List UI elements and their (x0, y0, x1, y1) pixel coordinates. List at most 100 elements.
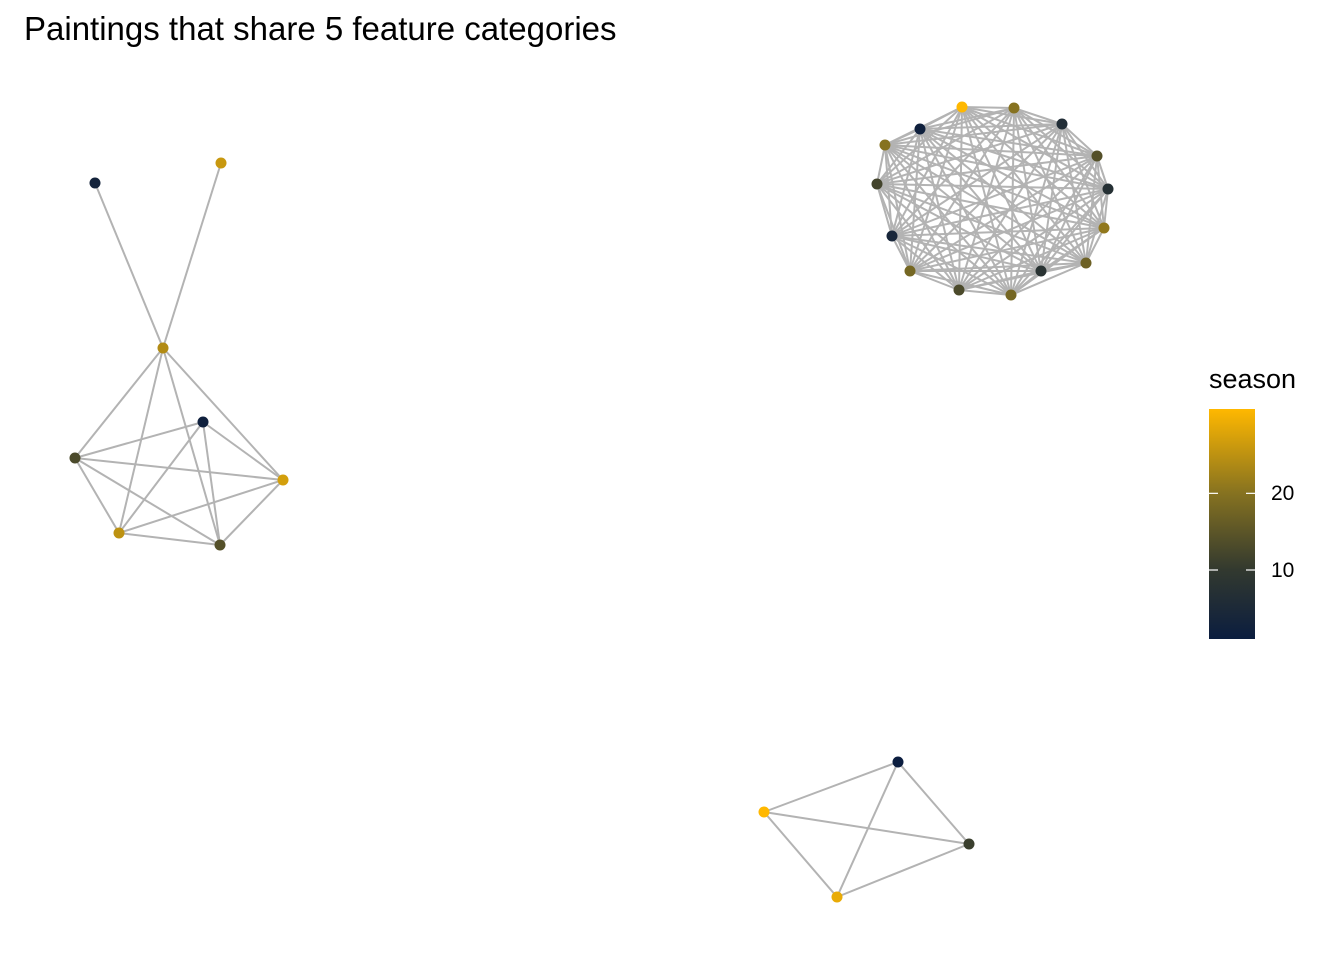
edge-layer (74, 106, 1109, 898)
graph-node (871, 178, 883, 190)
graph-node (1102, 183, 1114, 195)
plot-title: Paintings that share 5 feature categorie… (24, 10, 617, 47)
graph-edge (1013, 107, 1109, 190)
graph-edge (1061, 123, 1105, 229)
graph-edge (876, 183, 911, 272)
graph-node (904, 265, 916, 277)
graph-edge (891, 235, 1087, 264)
graph-edge (763, 811, 838, 898)
graph-edge (118, 421, 204, 534)
graph-edge (162, 347, 221, 546)
legend-title: season (1209, 364, 1297, 394)
graph-edge (1096, 155, 1109, 190)
graph-edge (958, 227, 1105, 291)
graph-edge (1103, 188, 1109, 229)
graph-edge (909, 188, 1109, 272)
graph-edge (958, 123, 1063, 291)
graph-edge (876, 183, 960, 291)
graph-edge (891, 188, 1109, 237)
graph-node (831, 891, 843, 903)
graph-node (1098, 222, 1110, 234)
graph-edge (919, 128, 1109, 190)
graph-edge (958, 188, 1109, 291)
graph-node (197, 416, 209, 428)
graph-edge (162, 162, 222, 349)
graph-node (886, 230, 898, 242)
graph-edge (909, 227, 1105, 272)
graph-edge (74, 457, 120, 534)
graph-edge (162, 347, 284, 481)
graph-node (963, 838, 975, 850)
graph-edge (118, 532, 221, 546)
graph-node (914, 123, 926, 135)
graph-edge (876, 155, 1098, 185)
legend-colorbar (1209, 409, 1255, 639)
graph-edge (884, 128, 921, 146)
graph-edge (1013, 107, 1098, 157)
graph-edge (836, 843, 970, 898)
graph-edge (876, 183, 1105, 229)
graph-node (1056, 118, 1068, 130)
graph-edge (876, 183, 1109, 190)
graph-node (69, 452, 81, 464)
graph-node (215, 157, 227, 169)
graph-edge (876, 123, 1063, 185)
graph-edge (202, 421, 221, 546)
graph-edge (909, 262, 1087, 272)
graph-edge (763, 811, 970, 845)
graph-edge (202, 421, 284, 481)
graph-edge (74, 421, 204, 459)
graph-node (1035, 265, 1047, 277)
graph-node (1080, 257, 1092, 269)
graph-edge (891, 235, 911, 272)
legend-tick-label: 10 (1271, 559, 1295, 582)
graph-edge (884, 144, 960, 291)
graph-edge (884, 123, 1063, 146)
graph-edge (1010, 270, 1042, 296)
graph-node (758, 806, 770, 818)
graph-edge (1013, 107, 1063, 125)
graph-edge (884, 107, 1015, 146)
graph-edge (891, 227, 1105, 237)
graph-edge (1010, 188, 1109, 296)
graph-node (1005, 289, 1017, 301)
node-layer (69, 101, 1114, 903)
graph-edge (1061, 123, 1098, 157)
graph-node (1091, 150, 1103, 162)
graph-edge (884, 144, 1087, 264)
graph-edge (909, 155, 1098, 272)
graph-edge (1010, 262, 1087, 296)
graph-edge (909, 270, 960, 291)
graph-node (879, 139, 891, 151)
graph-edge (1085, 188, 1109, 264)
graph-edge (909, 128, 921, 272)
graph-edge (1061, 123, 1109, 190)
graph-edge (876, 183, 1042, 272)
graph-edge (1085, 227, 1105, 264)
graph-edge (74, 457, 221, 546)
graph-edge (958, 270, 1042, 291)
graph-edge (763, 761, 899, 813)
graph-edge (836, 761, 899, 898)
graph-edge (74, 347, 164, 459)
graph-node (157, 342, 169, 354)
graph-node (953, 284, 965, 296)
graph-edge (919, 128, 1087, 264)
graph-edge (909, 270, 1012, 296)
graph-node (1008, 102, 1020, 114)
graph-edge (876, 144, 886, 185)
legend-tick-label: 20 (1271, 482, 1295, 506)
graph-node (956, 101, 968, 113)
graph-edge (74, 457, 284, 481)
graph-edge (118, 347, 164, 534)
graph-node (214, 539, 226, 551)
graph-node (892, 756, 904, 768)
graph-edge (891, 235, 1012, 296)
graph-edge (876, 107, 1015, 185)
graph-edge (891, 107, 1015, 237)
graph-edge (891, 155, 1098, 237)
graph-edge (94, 182, 164, 349)
graph-edge (884, 144, 911, 272)
graph-edge (961, 106, 1015, 109)
